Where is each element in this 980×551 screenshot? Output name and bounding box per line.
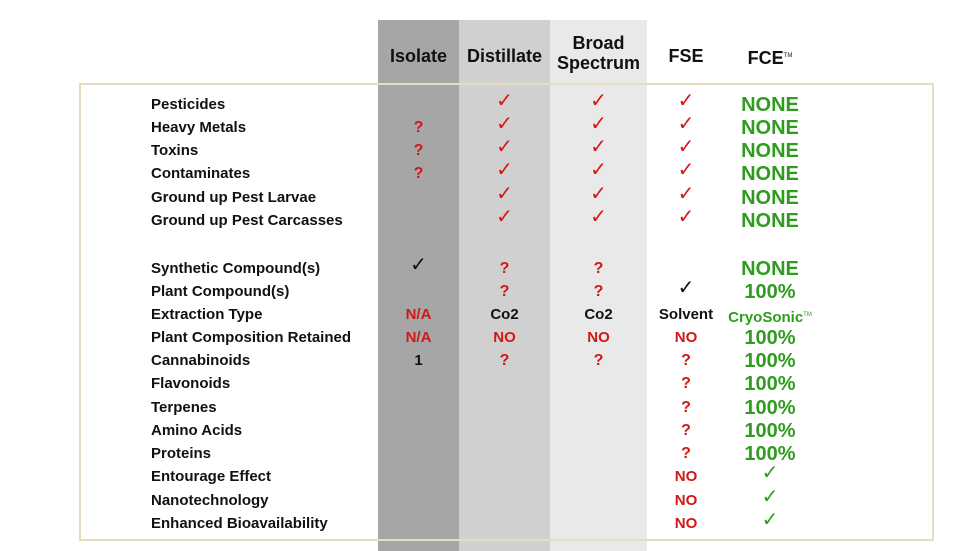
broad-spectrum-column-background [550,20,647,551]
fce-cell: NONE [741,117,799,139]
distillate-cell: ? [499,352,510,369]
header-broad-line1: Broad [572,33,625,53]
fse-cell: ✓ [677,183,695,205]
broad-cell: ✓ [590,136,607,158]
fse-cell: ? [681,375,691,392]
isolate-cell: N/A [405,329,432,346]
fse-cell: ✓ [677,206,695,228]
fse-cell: NO [674,329,698,346]
fce-cell: 100% [744,373,796,395]
distillate-cell: NO [493,329,516,346]
distillate-cell: ✓ [496,90,513,112]
fse-cell: ? [681,399,691,416]
row-label: Extraction Type [151,306,263,323]
distillate-column-background [459,20,550,551]
distillate-cell: ✓ [496,159,513,181]
distillate-cell: ✓ [496,136,513,158]
distillate-cell: Co2 [490,306,519,323]
fce-cell: ✓ [761,462,779,484]
distillate-cell: ✓ [496,113,513,135]
distillate-cell: ✓ [496,183,513,205]
fse-cell: Solvent [658,306,714,323]
header-fce-trademark: TM [783,53,793,59]
fse-cell: ✓ [677,136,695,158]
fce-cell: CryoSonicTM [728,306,812,327]
row-label: Cannabinoids [151,352,251,369]
fce-cell: NONE [741,163,799,185]
row-label: Flavonoids [151,375,231,392]
header-fce-label: FCE [747,48,784,68]
fse-cell: ✓ [677,159,695,181]
row-label: Ground up Pest Larvae [151,189,317,206]
broad-cell: Co2 [584,306,613,323]
broad-cell: ? [593,352,604,369]
isolate-cell: ✓ [410,254,427,276]
fce-cell: 100% [744,443,796,465]
row-label: Terpenes [151,399,217,416]
isolate-cell: N/A [405,306,432,323]
fce-cell: NONE [741,94,799,116]
fce-cell: 100% [744,350,796,372]
header-distillate: Distillate [466,46,543,66]
row-label: Amino Acids [151,422,243,439]
header-fse: FSE [668,46,704,66]
isolate-cell: ? [413,119,424,136]
broad-cell: ? [593,283,604,300]
row-label: Plant Composition Retained [151,329,352,346]
fse-cell: ✓ [677,90,695,112]
fce-cell: 100% [744,420,796,442]
fse-cell: ? [681,352,691,369]
fce-cell: NONE [741,210,799,232]
isolate-cell: ? [413,165,424,182]
fse-cell: NO [674,492,698,509]
row-label: Proteins [151,445,212,462]
broad-cell: ? [593,260,604,277]
broad-cell: ✓ [590,159,607,181]
fse-cell: ? [681,422,691,439]
fse-cell: NO [674,515,698,532]
row-label: Plant Compound(s) [151,283,290,300]
table-frame [79,83,934,541]
isolate-cell: 1 [414,352,423,369]
broad-cell: NO [587,329,610,346]
row-label: Toxins [151,142,199,159]
row-label: Enhanced Bioavailability [151,515,328,532]
row-label: Nanotechnology [151,492,269,509]
distillate-cell: ? [499,283,510,300]
row-label: Entourage Effect [151,468,272,485]
fce-cell: 100% [744,281,796,303]
fce-cell: NONE [741,258,799,280]
fse-cell: ? [681,445,691,462]
header-isolate: Isolate [389,46,448,66]
distillate-cell: ✓ [496,206,513,228]
broad-cell: ✓ [590,90,607,112]
broad-cell: ✓ [590,183,607,205]
broad-cell: ✓ [590,113,607,135]
fce-cell-value: CryoSonic [728,309,804,326]
isolate-cell: ? [413,142,424,159]
header-broad-spectrum: Broad Spectrum [550,33,647,73]
header-broad-line2: Spectrum [556,53,641,73]
fce-cell: ✓ [761,486,779,508]
row-label: Heavy Metals [151,119,247,136]
fce-cell: 100% [744,327,796,349]
header-fce: FCETM [730,46,810,68]
broad-cell: ✓ [590,206,607,228]
fce-cell: ✓ [761,509,779,531]
row-label: Synthetic Compound(s) [151,260,321,277]
fce-cell-trademark: TM [803,312,812,318]
row-label: Ground up Pest Carcasses [151,212,343,229]
distillate-cell: ? [499,260,510,277]
fce-cell: NONE [741,140,799,162]
row-label: Contaminates [151,165,251,182]
fse-cell: ✓ [677,113,695,135]
fce-cell: 100% [744,397,796,419]
row-label: Pesticides [151,96,226,113]
isolate-column-background [378,20,459,551]
fse-cell: ✓ [677,277,695,299]
fse-cell: NO [674,468,698,485]
fce-cell: NONE [741,187,799,209]
